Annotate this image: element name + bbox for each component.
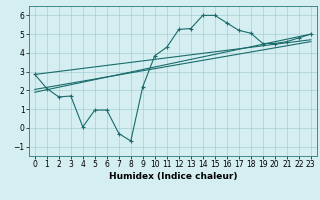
X-axis label: Humidex (Indice chaleur): Humidex (Indice chaleur) [108,172,237,181]
